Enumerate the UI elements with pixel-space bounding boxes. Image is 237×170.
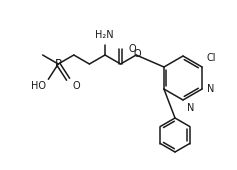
- Text: HO: HO: [31, 81, 46, 91]
- Text: O: O: [129, 44, 136, 54]
- Text: N: N: [187, 103, 194, 113]
- Text: Cl: Cl: [206, 53, 216, 63]
- Text: N: N: [207, 84, 214, 94]
- Text: P: P: [55, 57, 62, 71]
- Text: O: O: [72, 81, 80, 91]
- Text: H₂N: H₂N: [95, 30, 113, 40]
- Text: O: O: [133, 49, 141, 59]
